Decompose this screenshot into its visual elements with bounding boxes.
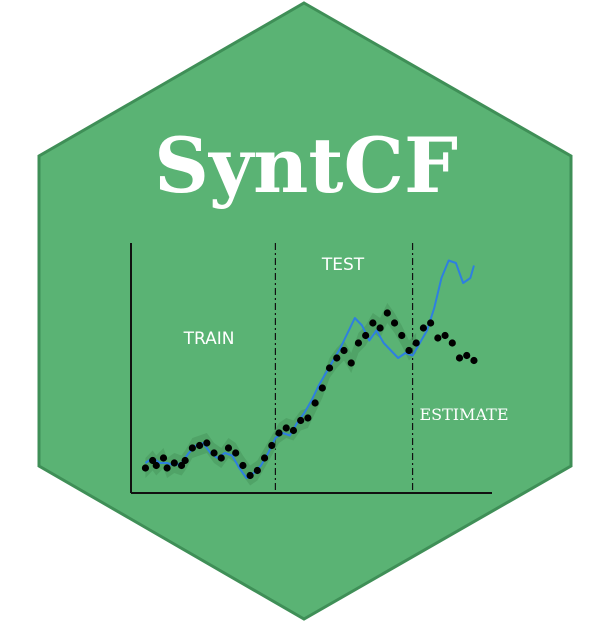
data-point-15 — [232, 449, 240, 457]
data-point-28 — [325, 364, 334, 372]
data-point-36 — [383, 309, 391, 317]
data-point-19 — [260, 454, 269, 462]
section-label-test: TEST — [321, 255, 365, 275]
section-label-train: TRAIN — [183, 329, 235, 349]
data-point-29 — [333, 354, 341, 362]
data-point-13 — [217, 454, 225, 462]
data-point-1 — [141, 464, 150, 472]
data-point-18 — [253, 466, 261, 475]
data-point-45 — [448, 339, 456, 347]
data-point-33 — [362, 331, 370, 340]
data-point-2 — [149, 456, 157, 465]
logo-title: SyntCF — [154, 121, 458, 210]
data-point-16 — [239, 461, 247, 470]
data-point-30 — [340, 346, 348, 355]
data-point-7 — [177, 461, 186, 470]
data-point-6 — [170, 459, 178, 467]
data-point-23 — [289, 426, 298, 435]
data-point-21 — [275, 429, 283, 437]
data-point-48 — [470, 356, 478, 365]
data-point-32 — [354, 339, 363, 347]
uncertainty-band — [145, 303, 417, 486]
data-point-12 — [210, 449, 218, 457]
data-point-10 — [195, 441, 204, 450]
data-point-14 — [224, 444, 233, 452]
data-point-4 — [159, 454, 168, 462]
data-point-8 — [181, 456, 189, 465]
data-point-46 — [455, 354, 464, 362]
data-point-31 — [347, 359, 355, 367]
data-point-20 — [268, 441, 276, 450]
data-point-5 — [163, 464, 171, 472]
data-point-24 — [297, 416, 305, 425]
data-point-34 — [369, 319, 377, 327]
hexagon-badge — [37, 1, 573, 621]
data-point-38 — [398, 331, 406, 340]
data-point-26 — [311, 399, 319, 407]
data-point-43 — [434, 334, 442, 342]
data-point-11 — [203, 439, 211, 447]
data-point-40 — [412, 339, 420, 347]
data-point-39 — [405, 346, 413, 355]
data-point-27 — [318, 384, 326, 392]
time-series-plot — [130, 243, 492, 494]
data-point-37 — [390, 319, 399, 327]
data-point-3 — [152, 461, 160, 470]
data-point-17 — [246, 471, 254, 480]
data-point-47 — [463, 351, 471, 360]
section-label-estimate: ESTIMATE — [419, 405, 508, 424]
data-point-42 — [427, 319, 435, 327]
data-point-22 — [282, 424, 290, 432]
data-point-9 — [188, 444, 196, 452]
data-point-35 — [376, 324, 384, 332]
data-point-44 — [441, 331, 449, 340]
data-point-25 — [304, 414, 312, 422]
data-point-41 — [419, 324, 428, 332]
